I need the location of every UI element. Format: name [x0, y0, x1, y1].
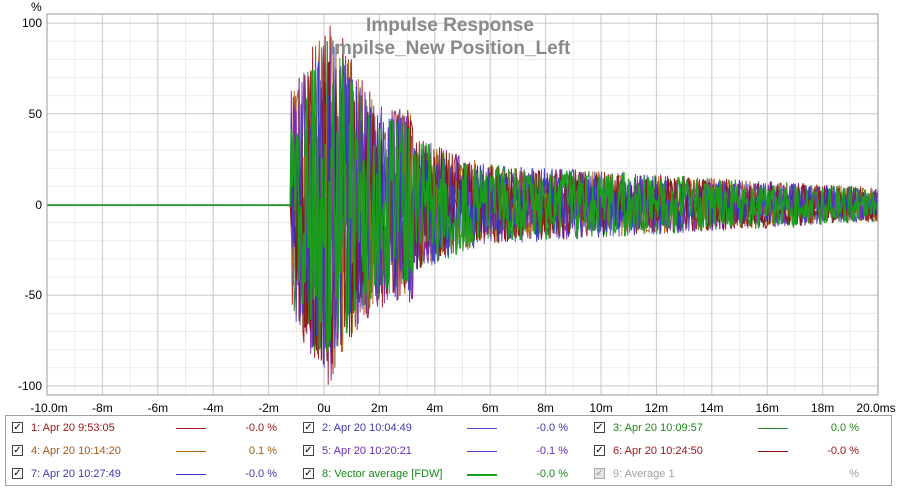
x-tick-label: -6m — [147, 401, 169, 415]
legend-value: -0.0 % — [536, 422, 568, 434]
x-tick-label: 14m — [700, 401, 724, 415]
legend-label: 2: Apr 20 10:04:49 — [322, 422, 412, 434]
legend-item[interactable]: ✓ 5: Apr 20 10:20:21 -0.1 % — [303, 442, 588, 460]
legend-value: -0.0 % — [536, 468, 568, 480]
legend-checkbox[interactable]: ✓ — [12, 445, 23, 456]
x-tick-label: 0u — [317, 401, 331, 415]
legend-item[interactable]: ✓ 2: Apr 20 10:04:49 -0.0 % — [303, 419, 588, 437]
x-tick-label: 10m — [589, 401, 613, 415]
legend-checkbox[interactable]: ✓ — [594, 422, 605, 433]
legend-line-swatch — [176, 451, 206, 452]
legend-value: -0.0 % — [245, 468, 277, 480]
legend-line-swatch — [467, 474, 497, 476]
legend-item[interactable]: ✓ 7: Apr 20 10:27:49 -0.0 % — [12, 465, 297, 483]
legend-line-swatch — [176, 428, 206, 429]
x-tick-label: 20.0ms — [856, 401, 896, 415]
legend-label: 5: Apr 20 10:20:21 — [322, 445, 412, 457]
chart-subtitle: Impilse_New Position_Left — [329, 38, 571, 59]
legend-line-swatch — [758, 451, 788, 452]
legend-value: -0.0 % — [245, 422, 277, 434]
x-tick-label: 12m — [644, 401, 669, 415]
legend-value: 0.1 % — [248, 445, 277, 457]
x-tick-label: -2m — [258, 401, 279, 415]
legend-item[interactable]: ✓ 1: Apr 20 9:53:05 -0.0 % — [12, 419, 297, 437]
legend-checkbox[interactable]: ✓ — [594, 445, 605, 456]
x-tick-label: 6m — [481, 401, 499, 415]
legend-checkbox[interactable]: ✓ — [594, 468, 605, 479]
y-tick-label: 100 — [21, 16, 42, 31]
series-line-8 — [47, 69, 879, 353]
legend-label: 4: Apr 20 10:14:20 — [31, 445, 121, 457]
y-tick-label: 50 — [28, 106, 42, 121]
legend-item[interactable]: ✓ 9: Average 1% — [594, 465, 879, 483]
legend-value: % — [849, 468, 859, 480]
legend-checkbox[interactable]: ✓ — [303, 468, 314, 479]
y-unit-label: % — [31, 0, 42, 14]
plot-frame — [46, 13, 879, 396]
legend-item[interactable]: ✓ 4: Apr 20 10:14:20 0.1 % — [12, 442, 297, 460]
legend-label: 9: Average 1 — [613, 468, 675, 480]
legend-value: 0.0 % — [830, 422, 859, 434]
legend-line-swatch — [758, 428, 788, 429]
legend-label: 7: Apr 20 10:27:49 — [31, 468, 121, 480]
impulse-response-chart: % Impulse Response Impilse_New Position_… — [0, 0, 900, 415]
x-tick-label: 16m — [755, 401, 779, 415]
x-tick-label: 2m — [371, 401, 388, 415]
legend-label: 8: Vector average [FDW] — [322, 468, 443, 480]
x-tick-label: 4m — [426, 401, 444, 415]
legend-line-swatch — [467, 451, 497, 452]
legend-checkbox[interactable]: ✓ — [303, 422, 314, 433]
legend-checkbox[interactable]: ✓ — [12, 422, 23, 433]
legend-value: -0.1 % — [536, 445, 568, 457]
legend: ✓ 1: Apr 20 9:53:05 -0.0 % ✓ 2: Apr 20 10:04… — [5, 415, 892, 486]
legend-item[interactable]: ✓ 6: Apr 20 10:24:50 -0.0 % — [594, 442, 879, 460]
y-tick-label: 0 — [35, 197, 42, 212]
legend-label: 1: Apr 20 9:53:05 — [31, 422, 115, 434]
legend-line-swatch — [467, 428, 497, 429]
y-tick-label: -100 — [17, 378, 42, 393]
chart-title: Impulse Response — [366, 15, 534, 36]
legend-checkbox[interactable]: ✓ — [303, 445, 314, 456]
y-tick-label: -50 — [24, 288, 42, 303]
x-tick-label: -10.0m — [30, 401, 68, 415]
legend-checkbox[interactable]: ✓ — [12, 468, 23, 479]
x-tick-label: 18m — [810, 401, 835, 415]
legend-label: 3: Apr 20 10:09:57 — [613, 422, 703, 434]
legend-item[interactable]: ✓ 8: Vector average [FDW] -0.0 % — [303, 465, 588, 483]
legend-value: -0.0 % — [827, 445, 859, 457]
legend-item[interactable]: ✓ 3: Apr 20 10:09:57 0.0 % — [594, 419, 879, 437]
plot-canvas[interactable] — [0, 0, 900, 412]
legend-label: 6: Apr 20 10:24:50 — [613, 445, 703, 457]
legend-line-swatch — [176, 474, 206, 475]
x-tick-label: -4m — [202, 401, 224, 415]
x-tick-label: -8m — [92, 401, 113, 415]
x-tick-label: 8m — [537, 401, 554, 415]
